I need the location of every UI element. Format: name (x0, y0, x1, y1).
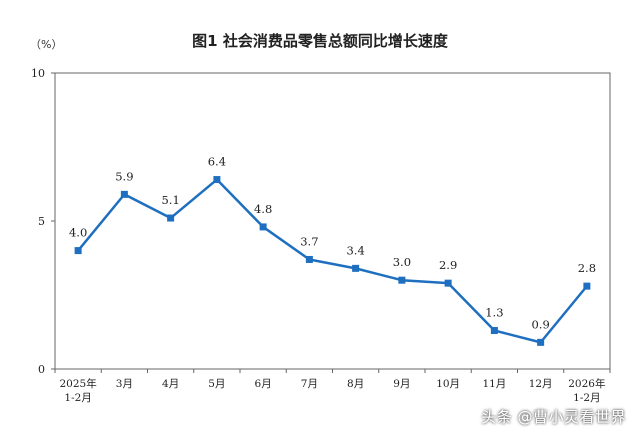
data-point (120, 190, 128, 198)
data-point (167, 214, 175, 222)
data-point (352, 264, 360, 272)
x-tick-label: 10月 (436, 378, 460, 390)
data-label: 2.9 (439, 258, 457, 272)
y-tick-label: 0 (38, 363, 45, 376)
x-tick-label: 7月 (301, 378, 318, 390)
data-point (305, 255, 313, 263)
data-point (537, 338, 545, 346)
watermark: 头条 @曹小灵看世界 (481, 408, 626, 426)
data-point (213, 176, 221, 184)
data-label: 0.9 (531, 317, 549, 331)
chart-title: 图1 社会消费品零售总额同比增长速度 (192, 32, 448, 50)
x-tick-label: 12月 (529, 378, 553, 390)
data-label: 5.1 (161, 193, 179, 207)
data-label: 2.8 (578, 261, 596, 275)
y-unit-label: （%） (30, 38, 63, 51)
x-tick-label: 9月 (393, 378, 410, 390)
y-tick-label: 10 (31, 67, 45, 80)
data-label: 4.8 (254, 202, 272, 216)
data-point (74, 247, 82, 255)
data-label: 3.4 (346, 243, 364, 257)
data-label: 3.7 (300, 234, 318, 248)
y-tick-label: 5 (38, 215, 45, 228)
x-tick-label: 2025年 (60, 377, 97, 390)
x-tick-label: 6月 (255, 378, 272, 390)
data-label: 3.0 (393, 255, 411, 269)
data-label: 1.3 (485, 306, 503, 320)
data-point (398, 276, 406, 284)
data-point (444, 279, 452, 287)
data-label: 6.4 (208, 155, 226, 169)
data-label: 5.9 (115, 169, 133, 183)
x-tick-label: 1-2月 (573, 392, 600, 404)
x-tick-label: 5月 (208, 378, 225, 390)
data-point (583, 282, 591, 290)
x-tick-label: 1-2月 (64, 392, 91, 404)
x-tick-label: 11月 (482, 378, 506, 390)
data-label: 4.0 (69, 226, 87, 240)
data-point (490, 327, 498, 335)
x-tick-label: 4月 (162, 378, 179, 390)
x-tick-label: 2026年 (568, 377, 605, 390)
series-line (77, 178, 588, 344)
data-point (259, 223, 267, 231)
plot-frame (54, 72, 611, 370)
x-tick-label: 8月 (347, 378, 364, 390)
x-tick-label: 3月 (116, 378, 133, 390)
